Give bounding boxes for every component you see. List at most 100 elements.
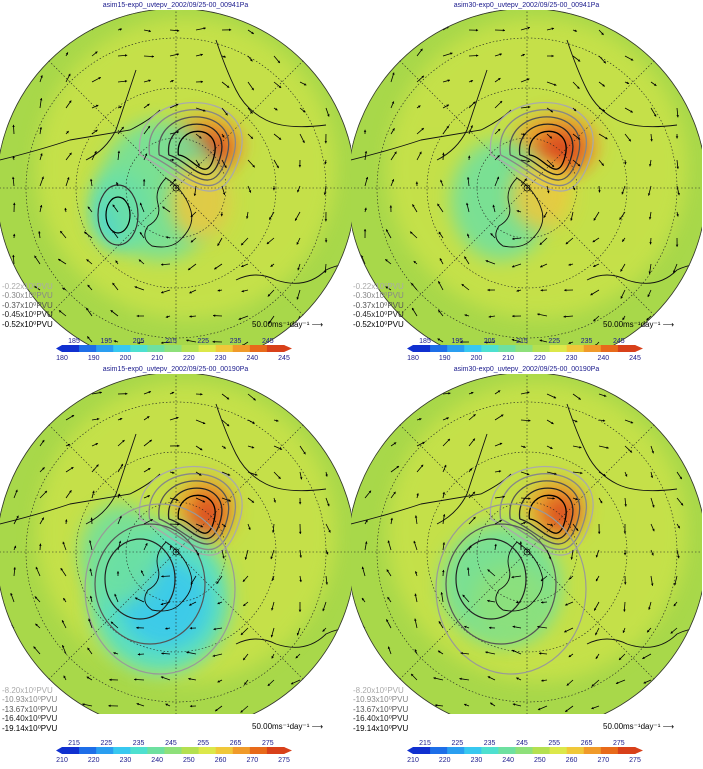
colorbar-swatch xyxy=(130,345,148,352)
reference-vector-label: 50.00ms⁻¹day⁻¹ xyxy=(603,722,661,731)
colorbar-tick-upper: 245 xyxy=(516,740,528,747)
colorbar-swatch xyxy=(147,345,165,352)
colorbar-tick-lower: 180 xyxy=(56,355,68,362)
colorbar-swatch xyxy=(96,345,114,352)
legend-level-1: -0.22x10⁰PVU xyxy=(2,282,53,291)
pole-marker xyxy=(523,184,531,192)
pole-marker xyxy=(172,548,180,556)
colorbar-tick-upper: 235 xyxy=(133,740,145,747)
colorbar-tick-lower: 210 xyxy=(151,355,163,362)
colorbar-tick-lower: 190 xyxy=(88,355,100,362)
colorbar-swatch xyxy=(549,747,568,754)
reference-arrow-icon: ⟶ xyxy=(662,722,675,731)
colorbar-tick-upper: 205 xyxy=(133,338,145,345)
pv-contours xyxy=(84,466,243,675)
map-panel-2: asim30-exp0_uvtepv_2002/09/25-00_00941Pa… xyxy=(351,0,702,384)
colorbar-swatch xyxy=(113,747,131,754)
colorbar-tick-upper: 215 xyxy=(419,740,431,747)
colorbar-tick-lower: 270 xyxy=(246,757,258,764)
colorbar-tick-upper: 185 xyxy=(419,338,431,345)
reference-arrow-icon: ⟶ xyxy=(662,320,675,329)
colorbar-tick-upper: 225 xyxy=(451,740,463,747)
temperature-anomaly xyxy=(170,160,230,240)
colorbar-swatch xyxy=(430,345,448,352)
pv-contour-legend: -0.22x10⁰PVU -0.30x10⁰PVU -0.37x10⁰PVU -… xyxy=(353,282,404,329)
colorbar-swatch xyxy=(113,345,131,352)
colorbar-high-arrow xyxy=(635,747,643,754)
colorbar-high-arrow xyxy=(284,345,292,352)
colorbar-high-arrow xyxy=(635,345,643,352)
temperature-anomaly xyxy=(545,496,577,532)
colorbar-swatch xyxy=(583,747,602,754)
map-panel-4: asim30-exp0_uvtepv_2002/09/25-00_00190Pa… xyxy=(351,364,702,764)
colorbar-swatch xyxy=(413,747,431,754)
colorbar-tick-lower: 260 xyxy=(215,757,227,764)
colorbar-swatch xyxy=(515,345,534,352)
colorbar-swatch xyxy=(266,747,285,754)
legend-level-4: -0.45x10⁰PVU xyxy=(353,310,404,320)
colorbar-tick-upper: 225 xyxy=(548,338,560,345)
colorbar-swatch xyxy=(215,747,234,754)
colorbar-swatch xyxy=(232,345,251,352)
colorbar-tick-lower: 220 xyxy=(439,757,451,764)
colorbar-tick-upper: 275 xyxy=(613,740,625,747)
colorbar-tick-lower: 210 xyxy=(502,355,514,362)
reference-vector-label: 50.00ms⁻¹day⁻¹ xyxy=(252,320,310,329)
colorbar-swatch xyxy=(617,345,636,352)
colorbar-tick-lower: 250 xyxy=(534,757,546,764)
pv-contour-legend: -8.20x10⁰PVU -10.93x10⁰PVU -13.67x10⁰PVU… xyxy=(353,686,408,733)
legend-level-4: -16.40x10⁰PVU xyxy=(353,714,409,724)
colorbar-swatch xyxy=(79,345,97,352)
panel-title: asim15-exp0_uvtepv_2002/09/25-00_00941Pa xyxy=(102,2,249,9)
colorbar-swatch xyxy=(62,747,80,754)
colorbar-tick-upper: 235 xyxy=(484,740,496,747)
colorbar-swatch xyxy=(566,747,585,754)
colorbar-tick-upper: 205 xyxy=(484,338,496,345)
colorbar-swatch xyxy=(481,345,499,352)
colorbar-swatch xyxy=(532,345,551,352)
reference-arrow-icon: ⟶ xyxy=(311,722,324,731)
colorbar-tick-lower: 275 xyxy=(629,757,641,764)
temperature-colorbar: 185 195 205 215 225 235 245 180 190 200 210 220 230 2… xyxy=(56,338,292,362)
colorbar-tick-upper: 225 xyxy=(100,740,112,747)
colorbar-tick-lower: 270 xyxy=(597,757,609,764)
colorbar-tick-lower: 220 xyxy=(534,355,546,362)
colorbar-tick-lower: 200 xyxy=(120,355,132,362)
colorbar-swatch xyxy=(130,747,148,754)
legend-level-2: -0.30x10⁰PVU xyxy=(353,291,404,301)
colorbar-swatch xyxy=(181,747,200,754)
colorbar-tick-upper: 195 xyxy=(100,338,112,345)
colorbar-swatch xyxy=(583,345,602,352)
colorbar-swatch xyxy=(62,345,80,352)
temperature-anomaly xyxy=(471,564,551,644)
legend-level-3: -13.67x10⁰PVU xyxy=(353,704,409,714)
reference-vector-label: 50.00ms⁻¹day⁻¹ xyxy=(252,722,310,731)
colorbar-swatch xyxy=(447,345,465,352)
colorbar-tick-lower: 230 xyxy=(120,757,132,764)
graticule xyxy=(0,374,351,714)
colorbar-tick-upper: 215 xyxy=(68,740,80,747)
reference-vector: 50.00ms⁻¹day⁻¹ ⟶ xyxy=(603,320,674,329)
reference-vector: 50.00ms⁻¹day⁻¹ ⟶ xyxy=(252,320,323,329)
colorbar-tick-upper: 225 xyxy=(197,338,209,345)
colorbar-tick-upper: 265 xyxy=(230,740,242,747)
colorbar-tick-lower: 230 xyxy=(215,355,227,362)
colorbar-swatch xyxy=(498,345,516,352)
panel-title: asim30-exp0_uvtepv_2002/09/25-00_00190Pa xyxy=(453,366,600,373)
panel-title: asim30-exp0_uvtepv_2002/09/25-00_00941Pa xyxy=(453,2,600,9)
graticule xyxy=(351,10,702,350)
colorbar-swatch xyxy=(447,747,465,754)
colorbar-swatch xyxy=(430,747,448,754)
legend-level-5: -19.14x10⁰PVU xyxy=(353,723,409,733)
colorbar-swatch xyxy=(147,747,165,754)
colorbar-tick-upper: 215 xyxy=(516,338,528,345)
legend-level-1: -8.20x10⁰PVU xyxy=(2,686,53,695)
colorbar-tick-upper: 235 xyxy=(581,338,593,345)
colorbar-tick-lower: 240 xyxy=(597,355,609,362)
colorbar-swatch xyxy=(464,345,482,352)
colorbar-swatch xyxy=(232,747,251,754)
reference-arrow-icon: ⟶ xyxy=(311,320,324,329)
colorbar-swatch xyxy=(164,747,183,754)
colorbar-tick-upper: 245 xyxy=(165,740,177,747)
polar-stereographic-map xyxy=(0,10,351,350)
